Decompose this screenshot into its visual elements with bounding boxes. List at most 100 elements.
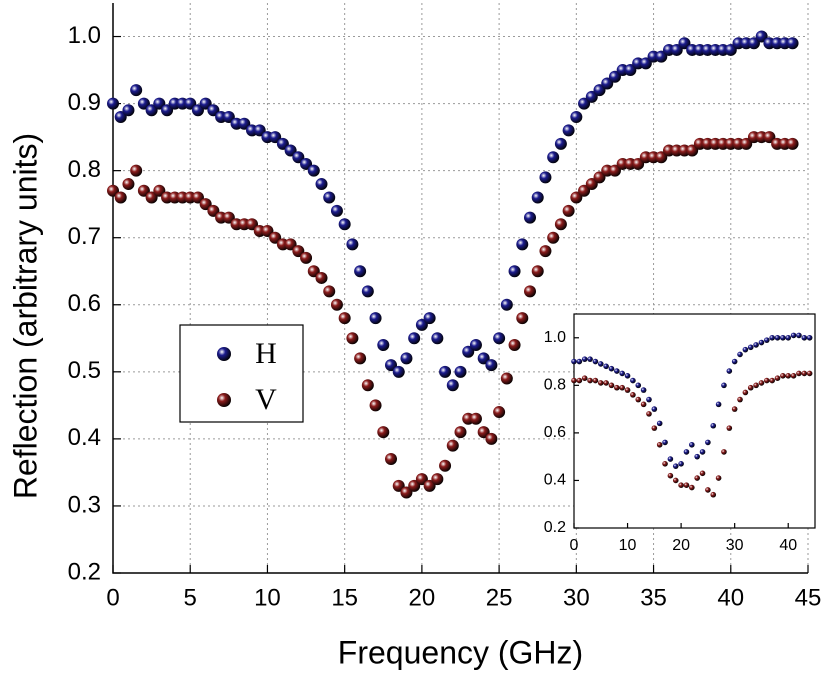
data-point — [439, 365, 452, 378]
data-point — [715, 475, 722, 481]
data-point — [705, 439, 711, 446]
x-tick-label: 45 — [795, 584, 822, 611]
data-point — [640, 401, 647, 408]
data-point — [655, 151, 668, 164]
data-point — [392, 479, 405, 492]
data-point — [369, 312, 382, 325]
data-point — [571, 358, 577, 365]
data-point — [597, 380, 604, 386]
data-point — [801, 370, 808, 377]
data-point — [107, 97, 119, 110]
data-point — [786, 137, 799, 150]
data-point — [624, 373, 631, 379]
x-tick-label: 20 — [409, 584, 436, 611]
y-axis-label: Reflection (arbitrary units) — [7, 133, 43, 499]
data-point — [400, 486, 413, 499]
x-tick-label: 0 — [570, 537, 579, 554]
x-tick-label: 25 — [486, 584, 513, 611]
data-point — [619, 384, 625, 391]
data-point — [554, 218, 567, 231]
data-point — [769, 377, 775, 384]
data-point — [651, 406, 658, 412]
data-point — [755, 30, 768, 43]
y-tick-label: 0.6 — [544, 424, 566, 441]
y-tick-label: 0.9 — [68, 89, 101, 116]
y-tick-label: 0.4 — [544, 472, 566, 489]
data-point — [721, 449, 727, 455]
data-point — [655, 50, 668, 63]
data-point — [646, 396, 652, 403]
data-point — [699, 470, 706, 477]
data-point — [130, 84, 143, 97]
data-point — [307, 265, 320, 278]
data-point — [689, 441, 695, 448]
data-point — [222, 211, 235, 224]
data-point — [330, 204, 343, 217]
y-tick-label: 0.8 — [68, 156, 101, 183]
legend-label: V — [255, 383, 277, 416]
data-point — [338, 312, 351, 325]
data-point — [431, 473, 444, 486]
data-point — [300, 157, 313, 170]
y-tick-label: 0.8 — [544, 377, 566, 394]
data-point — [408, 479, 421, 492]
data-point — [300, 251, 313, 264]
legend-box — [179, 324, 304, 423]
data-point — [570, 111, 583, 123]
data-point — [253, 124, 266, 137]
data-point — [114, 111, 127, 123]
data-point — [758, 339, 765, 346]
data-point — [747, 37, 760, 50]
legend-marker — [217, 393, 231, 407]
data-point — [614, 368, 620, 374]
data-point — [462, 345, 475, 358]
data-point — [630, 377, 636, 384]
y-tick-label: 0.5 — [68, 357, 101, 384]
data-point — [153, 184, 166, 197]
data-point — [114, 191, 127, 204]
data-point — [576, 377, 583, 384]
data-point — [651, 425, 658, 431]
data-point — [578, 97, 591, 110]
data-point — [656, 420, 663, 427]
data-point — [747, 384, 754, 391]
data-point — [758, 380, 765, 386]
data-point — [715, 401, 722, 408]
data-point — [603, 380, 609, 386]
data-point — [731, 358, 738, 365]
y-tick-label: 0.6 — [68, 290, 101, 317]
inset-background — [573, 313, 816, 529]
data-point — [785, 373, 792, 379]
data-point — [191, 191, 204, 204]
data-point — [608, 365, 615, 372]
data-point — [667, 472, 674, 479]
data-point — [710, 491, 717, 498]
data-point — [597, 361, 604, 367]
data-point — [790, 332, 797, 339]
data-point — [562, 124, 575, 137]
x-tick-label: 30 — [726, 537, 744, 554]
data-point — [477, 352, 490, 365]
data-point — [315, 178, 328, 191]
data-point — [592, 358, 599, 365]
data-point — [683, 449, 690, 455]
data-point — [446, 439, 459, 452]
data-point — [689, 484, 695, 491]
data-point — [576, 358, 583, 365]
data-point — [678, 37, 691, 50]
y-tick-label: 0.7 — [68, 223, 101, 250]
data-point — [780, 334, 786, 341]
y-tick-label: 0.2 — [68, 558, 101, 585]
data-point — [500, 372, 513, 385]
y-tick-label: 0.3 — [68, 491, 101, 518]
data-point — [806, 334, 813, 341]
data-point — [454, 365, 467, 378]
data-point — [635, 382, 642, 389]
data-point — [330, 298, 343, 311]
data-point — [742, 389, 749, 396]
data-point — [137, 97, 150, 110]
data-point — [694, 475, 700, 481]
data-point — [683, 482, 690, 489]
data-point — [699, 449, 706, 455]
data-point — [753, 342, 759, 348]
